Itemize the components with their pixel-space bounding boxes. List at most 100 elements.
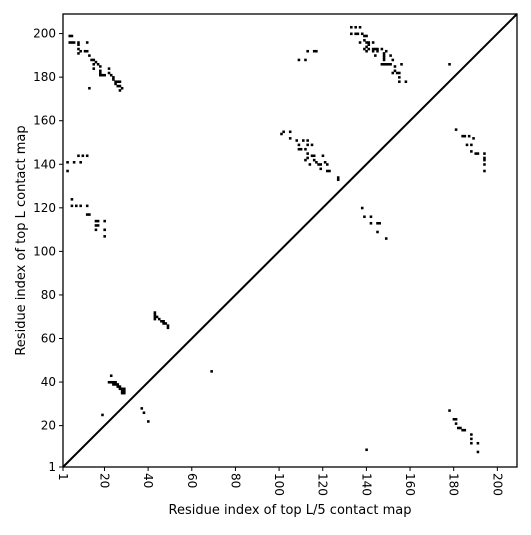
contact-point [118,387,122,391]
contact-point [147,420,150,423]
y-tick-label: 120 [33,201,56,215]
y-tick-label: 200 [33,27,56,41]
contact-point [476,152,480,155]
contact-point [304,58,307,62]
contact-point [363,47,366,51]
contact-point [297,147,301,151]
contact-point [107,380,111,384]
y-tick-label: 20 [41,419,56,433]
contact-point [454,422,458,425]
contact-point [382,58,386,62]
contact-point [297,143,301,147]
contact-point [92,58,96,62]
contact-point [94,224,98,227]
contact-point [79,49,82,53]
contact-point [112,78,115,81]
contact-point [118,80,122,83]
contact-point [68,41,72,44]
contact-point [77,47,80,51]
contact-point [116,385,120,388]
contact-point [363,39,366,42]
contact-point [306,152,309,155]
contact-point [308,163,312,166]
contact-point [360,32,364,36]
contact-point [483,158,486,162]
contact-point [384,63,388,66]
contact-point [116,383,120,386]
contact-points [66,25,486,454]
contact-point [120,86,124,90]
contact-point [123,389,126,393]
contact-point [369,215,373,219]
contact-point [120,391,124,395]
contact-point [295,139,299,142]
contact-point [88,54,91,57]
contact-point [114,380,117,384]
contact-point [120,387,124,391]
contact-point [101,413,104,417]
contact-point [398,76,401,79]
contact-point [299,147,303,151]
x-tick-label: 180 [447,473,461,496]
contact-point [66,161,69,164]
contact-point [153,313,157,317]
contact-point [371,41,375,44]
contact-point [360,206,364,210]
contact-point [376,49,379,53]
contact-point [369,221,373,225]
contact-point [85,204,89,208]
contact-point [367,41,371,44]
contact-point [116,80,120,83]
contact-point [350,32,353,36]
contact-point [367,43,371,46]
contact-point [326,169,329,173]
contact-point [382,54,386,57]
contact-point [317,163,320,166]
contact-point [319,167,323,171]
contact-point [85,41,89,44]
contact-point [404,80,408,83]
contact-point [393,69,397,73]
contact-point [99,69,102,73]
contact-point [92,67,96,70]
contact-point [92,63,96,66]
y-tick-label: 40 [41,375,56,389]
contact-point [400,63,403,66]
contact-point [358,25,362,29]
contact-point [321,154,325,158]
contact-point [297,58,301,62]
contact-point [312,49,316,53]
contact-point [376,47,379,51]
contact-point [310,154,314,158]
contact-point [99,73,102,77]
x-tick-label: 40 [141,473,155,488]
contact-point [312,154,316,158]
contact-point [378,221,381,225]
y-tick-label: 100 [33,244,56,258]
x-axis-ticks: 1 20 40 60 80 100 120 140 160 180 200 [56,467,504,496]
contact-point [470,433,473,436]
contact-point [94,228,98,232]
contact-point [448,409,451,412]
contact-point [374,54,377,57]
contact-point [382,56,386,60]
contact-point [306,139,309,142]
contact-point [153,311,157,314]
contact-point [459,426,462,430]
contact-point [81,154,85,158]
contact-point [470,150,473,153]
contact-point [391,58,395,62]
contact-point [107,67,111,70]
contact-point [461,134,464,138]
contact-point [363,34,366,38]
contact-point [304,158,307,162]
y-tick-label: 60 [41,332,56,346]
contact-point [114,82,117,86]
y-tick-label: 160 [33,114,56,128]
contact-point [164,322,168,325]
contact-point [465,143,469,147]
contact-point [454,418,458,421]
